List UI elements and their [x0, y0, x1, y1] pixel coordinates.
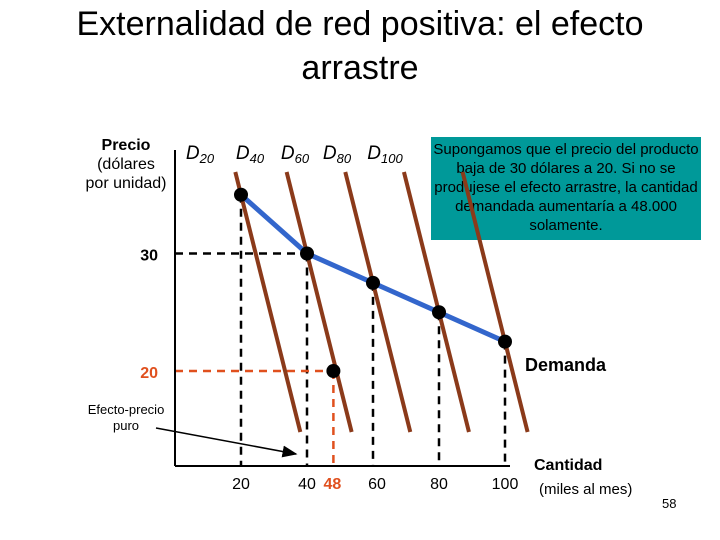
slide-title: Externalidad de red positiva: el efecto …	[76, 5, 644, 87]
pure-effect-arrow	[155, 427, 298, 458]
x-tick-100: 100	[492, 476, 519, 493]
x-tick-60: 60	[368, 476, 386, 493]
axes	[174, 150, 510, 467]
x-axis-title: Cantidad	[534, 457, 602, 474]
demand-point	[432, 305, 446, 320]
demand-curve-40	[284, 171, 354, 433]
curve-label-60: D60	[281, 143, 310, 166]
x-tick-48: 48	[324, 476, 342, 493]
y-axis-title: Precio	[101, 137, 151, 154]
demand-curve-20	[233, 171, 303, 433]
page-number: 58	[662, 496, 677, 511]
curve-label-20: D20	[186, 143, 215, 166]
chart-text: D20 D40 D60 D80 D100 30 20 20 40 48 60 80 100 Demanda…	[88, 143, 633, 498]
curve-label-100: D100	[367, 143, 403, 166]
demand-curve-60	[343, 171, 413, 433]
pure-price-effect-point	[326, 364, 341, 378]
x-tick-40: 40	[298, 476, 316, 493]
y-axis-label: Precio (dólares por unidad)	[70, 136, 182, 193]
x-tick-20: 20	[232, 476, 250, 493]
curve-label-40: D40	[236, 143, 265, 166]
demand-curve-100	[460, 171, 530, 433]
demand-point	[300, 246, 314, 261]
demand-curve-80	[401, 171, 471, 433]
demand-point	[366, 275, 380, 290]
y-axis-subtitle-1: (dólares	[97, 156, 155, 173]
y-tick-30: 30	[140, 248, 158, 265]
individual-demand-curves	[233, 171, 530, 433]
market-demand-line	[238, 192, 508, 345]
guide-lines	[175, 194, 507, 466]
x-tick-80: 80	[430, 476, 448, 493]
y-axis-subtitle-2: por unidad)	[85, 175, 167, 192]
demand-point	[234, 187, 248, 202]
data-points	[234, 187, 512, 378]
y-tick-20: 20	[140, 365, 158, 382]
market-demand-label: Demanda	[525, 355, 607, 375]
market-demand-curve	[238, 192, 508, 345]
demand-point	[498, 334, 512, 349]
pure-effect-label-2: puro	[113, 418, 139, 433]
curve-label-80: D80	[323, 143, 352, 166]
pure-effect-label-1: Efecto-precio	[88, 402, 165, 417]
x-axis-subtitle: (miles al mes)	[539, 481, 632, 498]
